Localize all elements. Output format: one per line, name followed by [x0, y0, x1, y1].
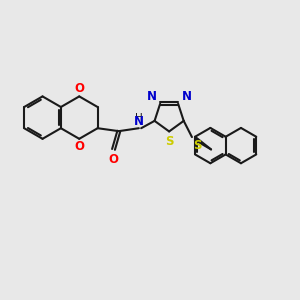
- Text: N: N: [134, 115, 144, 128]
- Text: S: S: [165, 135, 173, 148]
- Text: N: N: [147, 90, 157, 103]
- Text: S: S: [194, 139, 202, 152]
- Text: N: N: [182, 90, 192, 103]
- Text: O: O: [75, 140, 85, 153]
- Text: O: O: [109, 153, 118, 166]
- Text: H: H: [135, 113, 143, 124]
- Text: O: O: [75, 82, 85, 95]
